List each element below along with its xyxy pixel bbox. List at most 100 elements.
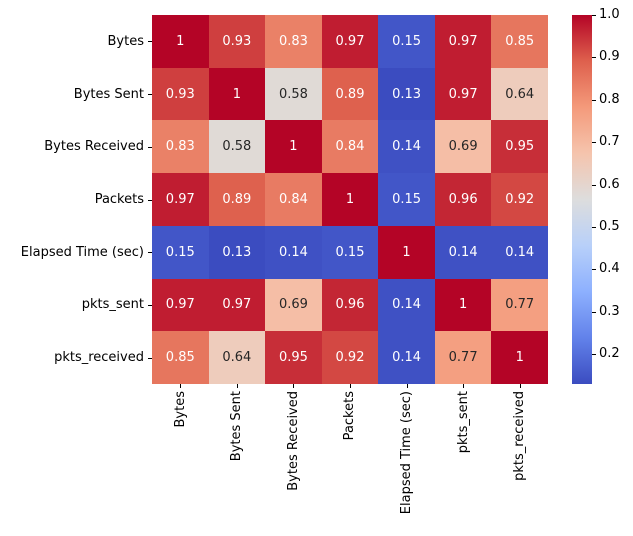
cell-value: 0.14 <box>448 244 478 260</box>
colorbar-tick <box>592 99 596 101</box>
heatmap-cell: 0.97 <box>208 278 266 332</box>
cell-value: 0.69 <box>278 297 308 313</box>
x-axis-label-text: Bytes Sent <box>229 391 245 462</box>
cell-value: 0.13 <box>222 244 252 260</box>
x-axis-label-text: Packets <box>342 391 358 441</box>
cell-value: 0.15 <box>335 244 365 260</box>
y-axis-label: Bytes Received <box>44 139 144 155</box>
heatmap-cell: 0.15 <box>378 15 435 68</box>
y-axis-label: Packets <box>94 191 144 207</box>
colorbar-tick-label: 0.2 <box>599 346 620 362</box>
heatmap-cell: 0.15 <box>378 173 435 226</box>
x-axis-tick <box>463 384 465 388</box>
cell-value: 0.84 <box>278 191 308 207</box>
x-axis-label: pkts_received <box>491 391 548 536</box>
heatmap-cell: 0.69 <box>265 278 322 332</box>
cell-value: 0.95 <box>278 350 308 366</box>
x-axis-label: Bytes <box>152 391 209 536</box>
heatmap-cell: 0.58 <box>208 120 266 174</box>
x-axis-tick <box>236 384 238 388</box>
cell-value: 0.96 <box>335 297 365 313</box>
cell-value: 0.58 <box>278 86 308 102</box>
cell-value: 0.14 <box>392 350 422 366</box>
heatmap-cell: 0.84 <box>321 120 379 174</box>
cell-value: 0.64 <box>222 350 252 366</box>
colorbar-tick-label: 0.6 <box>599 176 620 192</box>
cell-value: 0.15 <box>392 33 422 49</box>
cell-value: 0.97 <box>222 297 252 313</box>
x-axis-label: pkts_sent <box>435 391 492 536</box>
colorbar-tick-label: 0.5 <box>599 219 620 235</box>
heatmap-cell: 0.14 <box>378 331 435 384</box>
colorbar-tick-label: 0.9 <box>599 49 620 65</box>
heatmap-cell: 0.92 <box>491 173 548 226</box>
cell-value: 0.97 <box>448 33 478 49</box>
x-axis-tick <box>293 384 295 388</box>
heatmap-cell: 0.92 <box>321 331 379 384</box>
cell-value: 0.92 <box>505 191 535 207</box>
heatmap-cell: 0.85 <box>152 331 209 384</box>
heatmap-cell: 0.85 <box>491 15 548 68</box>
heatmap-cell: 0.89 <box>321 67 379 121</box>
x-axis-label-text: Elapsed Time (sec) <box>399 391 415 515</box>
cell-value: 0.97 <box>165 297 195 313</box>
heatmap-cell: 0.97 <box>434 67 492 121</box>
cell-value: 0.89 <box>222 191 252 207</box>
heatmap-cell: 0.14 <box>378 278 435 332</box>
heatmap-cell: 0.93 <box>152 67 209 121</box>
y-axis-tick <box>148 252 152 254</box>
cell-value: 0.13 <box>392 86 422 102</box>
heatmap-cell: 0.97 <box>434 15 492 68</box>
cell-value: 0.15 <box>165 244 195 260</box>
y-axis-label: Bytes Sent <box>73 86 144 102</box>
heatmap-grid: 1 0.93 0.83 0.97 0.15 0.97 0.85 0.93 1 0.58 0.89 0.… <box>152 15 548 384</box>
x-axis-label-text: Bytes <box>172 391 188 428</box>
heatmap-cell: 0.64 <box>208 331 266 384</box>
cell-value: 1 <box>345 191 355 207</box>
cell-value: 0.95 <box>505 139 535 155</box>
x-axis-label: Elapsed Time (sec) <box>378 391 435 536</box>
cell-value: 0.89 <box>335 86 365 102</box>
colorbar-tick-label: 0.7 <box>599 134 620 150</box>
heatmap-cell: 0.14 <box>491 225 548 279</box>
x-axis-label: Bytes Sent <box>209 391 266 536</box>
heatmap-cell: 0.15 <box>152 225 209 279</box>
heatmap-cell: 0.14 <box>265 225 322 279</box>
x-axis-label: Bytes Received <box>265 391 322 536</box>
x-axis-label-text: pkts_sent <box>455 391 471 454</box>
heatmap-cell: 0.77 <box>434 331 492 384</box>
y-axis-tick <box>148 94 152 96</box>
cell-value: 0.64 <box>505 86 535 102</box>
heatmap-cell: 0.13 <box>208 225 266 279</box>
colorbar-tick <box>592 184 596 186</box>
heatmap-cell: 1 <box>321 173 379 226</box>
heatmap-cell: 0.97 <box>321 15 379 68</box>
heatmap-cell: 0.14 <box>378 120 435 174</box>
y-axis-label: Bytes <box>107 33 144 49</box>
cell-value: 0.97 <box>448 86 478 102</box>
cell-value: 0.83 <box>165 139 195 155</box>
heatmap-cell: 0.83 <box>152 120 209 174</box>
x-axis-label-text: pkts_received <box>512 391 528 481</box>
cell-value: 1 <box>289 139 298 155</box>
cell-value: 0.97 <box>335 33 365 49</box>
cell-value: 1 <box>232 86 241 102</box>
cell-value: 0.84 <box>335 139 365 155</box>
cell-value: 1 <box>176 33 185 49</box>
cell-value: 0.77 <box>448 350 478 366</box>
cell-value: 1 <box>515 350 524 366</box>
x-axis-tick <box>180 384 182 388</box>
y-axis-tick <box>148 357 152 359</box>
cell-value: 0.14 <box>392 297 422 313</box>
x-axis-label-text: Bytes Received <box>285 391 301 491</box>
colorbar-tick-label: 0.8 <box>599 91 620 107</box>
heatmap-cell: 0.84 <box>265 173 322 226</box>
cell-value: 0.96 <box>448 191 478 207</box>
cell-value: 0.85 <box>165 350 195 366</box>
heatmap-cell: 1 <box>208 67 266 121</box>
heatmap-cell: 0.95 <box>265 331 322 384</box>
cell-value: 1 <box>458 297 468 313</box>
colorbar-tick-label: 0.3 <box>599 303 620 319</box>
y-axis-tick <box>148 304 152 306</box>
heatmap-cell: 1 <box>491 331 548 384</box>
